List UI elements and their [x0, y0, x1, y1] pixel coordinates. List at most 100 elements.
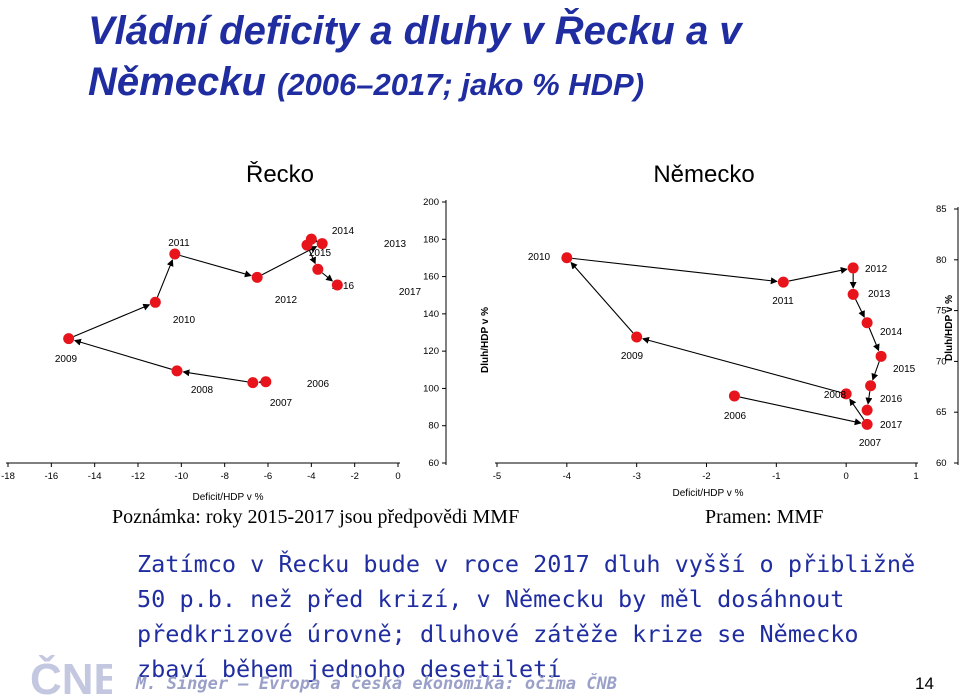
greece-point-label-2006: 2006 [307, 379, 330, 390]
germany-point-2013 [847, 288, 859, 300]
cnb-logo-text: ČNB [30, 653, 112, 698]
germany-point-label-2009: 2009 [621, 351, 644, 362]
greece-point-2012 [251, 271, 263, 283]
germany-point-label-2008: 2008 [824, 390, 847, 401]
greece-point-2011 [169, 248, 181, 260]
germany-y-tick-label: 80 [936, 255, 947, 266]
germany-y-tick-label: 85 [936, 204, 947, 215]
germany-point-label-2016: 2016 [880, 394, 903, 405]
greece-x-tick-label: -8 [220, 471, 228, 482]
greece-point-label-2015: 2015 [309, 248, 332, 259]
greece-point-label-2011: 2011 [168, 238, 190, 249]
greece-y-tick-label: 100 [423, 383, 439, 394]
greece-point-label-2010: 2010 [173, 315, 196, 326]
germany-x-tick-label: -5 [493, 471, 501, 482]
greece-trajectory-arrow [261, 246, 318, 276]
slide-title-sub: (2006–2017; jako % HDP) [277, 67, 645, 102]
germany-point-label-2013: 2013 [868, 289, 891, 300]
greece-chart: Řecko -18 -16 -14 -12 -10 -8 -6 -4 -2 0 Deficit/HDP… [1, 161, 491, 503]
slide-title: Vládní deficity a dluhy v Řecku a v Něme… [88, 6, 928, 110]
germany-point-2015 [875, 350, 887, 362]
greece-point-label-2012: 2012 [275, 295, 298, 306]
greece-x-tick-label: -16 [44, 471, 58, 482]
greece-x-tick-label: -10 [174, 471, 188, 482]
germany-y-tick-label: 60 [936, 458, 947, 469]
greece-x-tick-label: -6 [264, 471, 272, 482]
germany-x-tick-label: -2 [702, 471, 710, 482]
germany-x-tick-label: -1 [772, 471, 780, 482]
germany-point-label-2012: 2012 [865, 264, 888, 275]
greece-trajectory-arrow [156, 259, 174, 298]
greece-chart-title: Řecko [246, 161, 314, 188]
germany-point-2014 [861, 317, 873, 329]
cnb-logo: ČNB [30, 653, 112, 698]
greece-y-tick-label: 60 [428, 458, 439, 469]
germany-chart-title: Německo [653, 161, 754, 188]
germany-point-label-2015: 2015 [893, 364, 916, 375]
greece-x-tick-label: -18 [1, 471, 15, 482]
greece-point-2006 [260, 376, 272, 388]
germany-y-tick-label: 65 [936, 407, 947, 418]
germany-point-2016 [865, 380, 877, 392]
germany-x-tick-label: 0 [844, 471, 849, 482]
greece-trajectory-arrow [308, 249, 316, 265]
greece-point-2016 [312, 263, 324, 275]
germany-y-axis-title: Dluh/HDP v % [944, 295, 955, 361]
greece-point-2008 [171, 365, 183, 377]
germany-point-2012 [847, 262, 859, 274]
greece-point-2010 [149, 296, 161, 308]
greece-point-label-2013: 2013 [384, 239, 407, 250]
greece-point-label-2007: 2007 [270, 398, 293, 409]
germany-point-2017 [861, 404, 873, 416]
greece-x-tick-label: 0 [395, 471, 400, 482]
germany-point-label-2014: 2014 [880, 327, 903, 338]
greece-x-tick-label: -12 [131, 471, 145, 482]
greece-point-label-2008: 2008 [191, 385, 214, 396]
greece-y-tick-label: 120 [423, 346, 439, 357]
germany-point-label-2010: 2010 [528, 252, 551, 263]
germany-trajectory-arrow [572, 257, 778, 285]
germany-point-label-2007: 2007 [859, 438, 882, 449]
greece-y-tick-label: 80 [428, 421, 439, 432]
greece-y-tick-label: 140 [423, 309, 439, 320]
greece-trajectory-arrow [73, 303, 151, 338]
source-note: Pramen: MMF [705, 506, 824, 528]
greece-x-tick-label: -2 [350, 471, 358, 482]
germany-x-axis-title: Deficit/HDP v % [673, 488, 744, 499]
germany-point-2007 [861, 418, 873, 430]
greece-y-tick-label: 180 [423, 234, 439, 245]
greece-y-tick-label: 200 [423, 197, 439, 208]
greece-y-axis-title: Dluh/HDP v % [480, 307, 491, 373]
footnote: Poznámka: roky 2015-2017 jsou předpovědi… [112, 506, 520, 528]
germany-trajectory-arrow [788, 266, 848, 282]
germany-point-label-2011: 2011 [772, 296, 794, 307]
germany-point-2010 [561, 252, 573, 264]
germany-y-tick-label: 75 [936, 306, 947, 317]
greece-point-2013 [316, 238, 328, 250]
greece-point-2015 [301, 239, 313, 251]
germany-trajectory-arrow [855, 299, 865, 318]
germany-y-tick-label: 70 [936, 356, 947, 367]
greece-point-label-2016: 2016 [332, 281, 355, 292]
germany-trajectory-arrow [865, 391, 873, 405]
greece-x-axis-title: Deficit/HDP v % [193, 492, 264, 503]
greece-point-label-2014: 2014 [332, 226, 355, 237]
greece-point-label-2009: 2009 [55, 354, 78, 365]
germany-trajectory-arrow [871, 361, 880, 381]
germany-x-tick-label: -3 [632, 471, 640, 482]
germany-point-2008 [840, 388, 852, 400]
charts-area: Řecko-18 -16 -14 -12 -10 -8 -6 -4 -2 0Deficit/HDP… [1, 161, 959, 503]
germany-trajectory-arrow [570, 261, 634, 334]
germany-point-label-2017: 2017 [880, 420, 903, 431]
germany-x-tick-label: -4 [563, 471, 571, 482]
germany-trajectory-arrow [641, 336, 842, 394]
germany-point-2006 [728, 390, 740, 402]
slide-title-main: Vládní deficity a dluhy v Řecku a v Něme… [88, 9, 742, 104]
greece-trajectory-arrow [182, 369, 248, 383]
germany-chart: Německo -5 -4 -3 -2 -1 0 1 Deficit/HDP v % 60 65 70… [493, 161, 959, 499]
commentary-text: Zatímco v Řecku bude v roce 2017 dluh vy… [137, 550, 916, 683]
germany-trajectory-arrow [849, 398, 865, 421]
page-number: 14 [915, 674, 934, 693]
greece-point-label-2017: 2017 [399, 287, 422, 298]
germany-point-label-2006: 2006 [724, 411, 747, 422]
